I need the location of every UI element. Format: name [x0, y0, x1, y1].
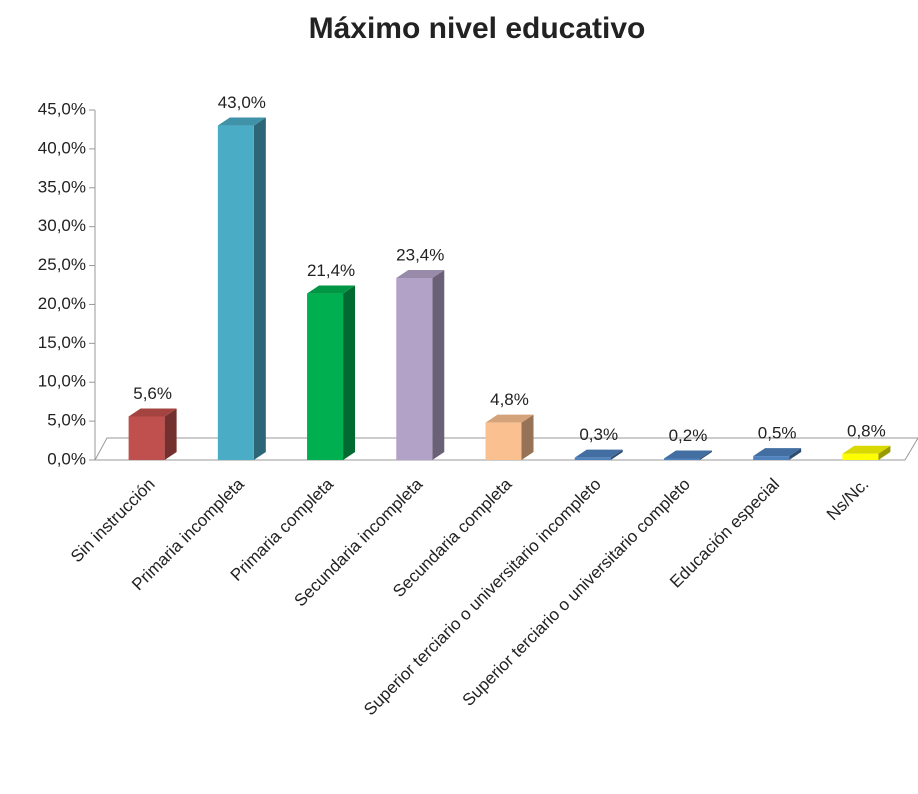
- bar-side: [521, 414, 534, 460]
- x-tick-label: Sin instrucción: [67, 475, 159, 567]
- bar-top: [307, 285, 356, 294]
- bar-top: [663, 450, 712, 459]
- bar-side: [699, 450, 712, 460]
- value-label: 0,8%: [847, 421, 886, 440]
- y-tick-label: 15,0%: [38, 333, 86, 352]
- value-label: 0,2%: [669, 426, 708, 445]
- value-label: 21,4%: [307, 261, 355, 280]
- value-label: 43,0%: [218, 93, 266, 112]
- bar-side: [343, 285, 356, 460]
- bar-side: [789, 448, 802, 460]
- y-tick-label: 40,0%: [38, 138, 86, 157]
- bar-side: [164, 408, 177, 460]
- y-tick-label: 20,0%: [38, 294, 86, 313]
- value-label: 0,5%: [758, 424, 797, 443]
- value-label: 23,4%: [396, 245, 444, 264]
- bar-top: [217, 117, 266, 126]
- y-tick-label: 30,0%: [38, 216, 86, 235]
- y-tick-label: 45,0%: [38, 99, 86, 118]
- bar-top: [574, 449, 623, 458]
- chart-title: Máximo nivel educativo: [309, 12, 646, 45]
- bar-side: [610, 449, 623, 460]
- x-tick-label: Ns/Nc.: [823, 475, 872, 524]
- bar: [574, 457, 611, 460]
- bar: [128, 416, 165, 460]
- bar: [663, 458, 700, 460]
- bar-side: [878, 445, 891, 460]
- value-label: 0,3%: [579, 425, 618, 444]
- y-tick-label: 5,0%: [47, 411, 86, 430]
- bar-top: [842, 445, 891, 454]
- bar: [842, 453, 879, 460]
- value-label: 5,6%: [133, 384, 172, 403]
- bar-top: [128, 408, 177, 417]
- y-tick-label: 0,0%: [47, 449, 86, 468]
- y-tick-label: 35,0%: [38, 177, 86, 196]
- bar-top: [753, 448, 802, 457]
- bar-side: [432, 270, 445, 460]
- value-label: 4,8%: [490, 390, 529, 409]
- bar-top: [485, 414, 534, 423]
- bar: [396, 278, 433, 460]
- bar-top: [396, 270, 445, 278]
- bar: [307, 293, 344, 460]
- bar: [217, 125, 254, 461]
- bar-side: [253, 117, 266, 461]
- bar: [485, 422, 522, 460]
- y-tick-label: 10,0%: [38, 372, 86, 391]
- bar: [753, 456, 790, 460]
- y-tick-label: 25,0%: [38, 255, 86, 274]
